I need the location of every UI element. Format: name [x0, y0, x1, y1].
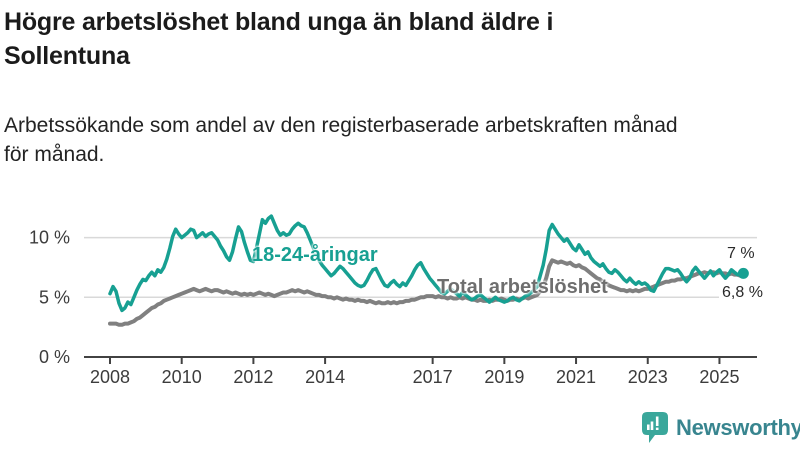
x-tick-label: 2012 — [233, 367, 273, 387]
chart-subtitle: Arbetssökande som andel av den registerb… — [4, 111, 794, 169]
y-tick-label: 0 % — [39, 347, 70, 367]
x-tick-label: 2019 — [484, 367, 524, 387]
x-tick-label: 2008 — [90, 367, 130, 387]
end-value-young: 7 % — [727, 245, 755, 262]
x-tick-label: 2023 — [628, 367, 668, 387]
series-label-total: Total arbetslöshet — [437, 276, 608, 298]
x-tick-label: 2017 — [413, 367, 453, 387]
series-line-total — [108, 258, 746, 327]
subtitle-line-1: Arbetssökande som andel av den registerb… — [4, 114, 678, 137]
page-title: Högre arbetslöshet bland unga än bland ä… — [4, 5, 764, 73]
x-tick-label: 2010 — [162, 367, 202, 387]
x-tick-label: 2014 — [305, 367, 345, 387]
title-line-2: Sollentuna — [4, 42, 130, 70]
y-tick-label: 5 % — [39, 287, 70, 307]
newsworthy-logo[interactable]: Newsworthy — [642, 412, 800, 444]
series-line-young — [108, 214, 746, 313]
x-tick-label: 2025 — [699, 367, 739, 387]
x-tick-label: 2021 — [556, 367, 596, 387]
title-line-1: Högre arbetslöshet bland unga än bland ä… — [4, 8, 554, 36]
series-end-dot-young — [737, 267, 749, 279]
newsworthy-wordmark: Newsworthy — [676, 415, 800, 440]
series-label-young: 18-24-åringar — [252, 244, 378, 266]
y-tick-label: 10 % — [29, 228, 70, 248]
newsworthy-bubble-icon — [642, 412, 668, 443]
subtitle-line-2: för månad. — [4, 143, 105, 166]
end-value-total: 6,8 % — [719, 284, 766, 302]
